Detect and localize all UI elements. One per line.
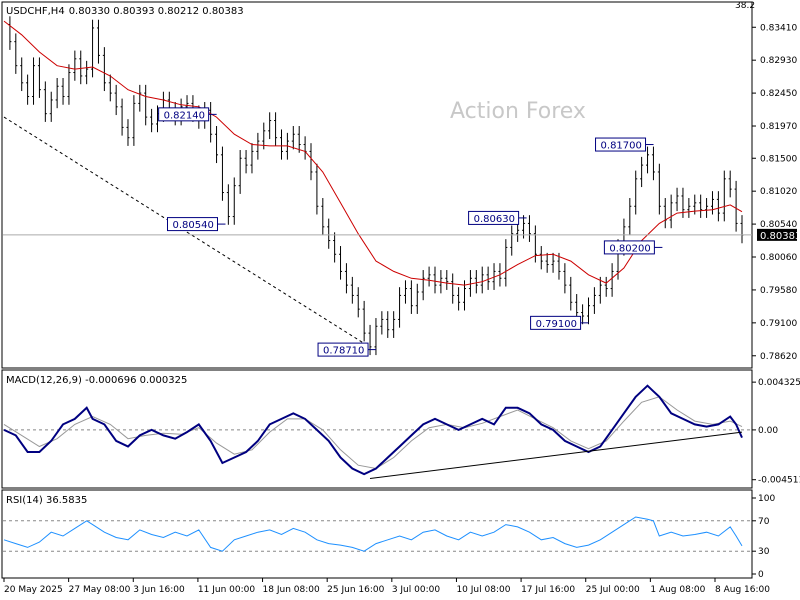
rsi-tick-label: 0 bbox=[758, 570, 764, 580]
price-tick-label: 0.82450 bbox=[760, 89, 797, 99]
annotation-box bbox=[158, 107, 210, 122]
macd-series bbox=[3, 384, 752, 479]
time-tick-label: 10 Jul 08:00 bbox=[456, 585, 510, 595]
macd-trendline bbox=[369, 431, 743, 479]
rsi-panel-frame bbox=[1, 489, 753, 579]
annotation-box bbox=[166, 217, 218, 232]
corner-label: 38.2 bbox=[735, 1, 755, 11]
time-axis: 20 May 2025 27 May 08:00 3 Jun 16:00 11 Jun… bbox=[3, 578, 770, 595]
time-tick-label: 25 Jul 00:00 bbox=[586, 585, 640, 595]
rsi-axis: 100 70 30 0 bbox=[752, 494, 775, 580]
annotation-label: 0.78710 bbox=[323, 346, 364, 357]
price-tick-label: 0.81020 bbox=[760, 187, 797, 197]
annotation-label: 0.80540 bbox=[172, 220, 213, 231]
annotation-label: 0.80630 bbox=[474, 214, 515, 225]
annotation-label: 0.82140 bbox=[164, 110, 205, 121]
price-tick-label: 0.83410 bbox=[760, 23, 797, 33]
macd-main-line bbox=[3, 384, 743, 476]
annotation-box bbox=[603, 240, 655, 255]
moving-average-line bbox=[3, 20, 743, 286]
macd-panel: MACD(12,26,9) -0.000696 0.000325 0.00432… bbox=[1, 369, 800, 489]
annotation-label: 0.81700 bbox=[601, 141, 642, 152]
time-tick-label: 17 Jul 16:00 bbox=[521, 585, 575, 595]
price-tick-label: 0.79580 bbox=[760, 286, 797, 296]
price-tick-label: 0.82930 bbox=[760, 56, 797, 66]
annotation-box bbox=[317, 342, 369, 357]
rsi-title: RSI(14) 36.5835 bbox=[6, 495, 87, 506]
time-tick-label: 8 Aug 16:00 bbox=[715, 585, 770, 595]
price-annotations: 0.82140 0.80540 0.78710 0.80630 0.79100 0.817… bbox=[158, 107, 663, 357]
price-series bbox=[3, 16, 752, 356]
time-tick-label: 25 Jun 16:00 bbox=[327, 585, 384, 595]
macd-panel-frame bbox=[1, 369, 753, 489]
price-axis: 0.83410 0.82930 0.82450 0.81970 0.81500 0.810… bbox=[752, 23, 797, 362]
macd-axis: 0.004325 0.00 -0.004511 bbox=[752, 378, 800, 486]
price-tick-label: 0.80060 bbox=[760, 253, 797, 263]
time-tick-label: 1 Aug 08:00 bbox=[650, 585, 705, 595]
time-tick-label: 3 Jun 16:00 bbox=[133, 585, 185, 595]
watermark: Action Forex bbox=[450, 99, 586, 124]
rsi-tick-label: 70 bbox=[758, 517, 770, 527]
current-price-marker: 0.80383 bbox=[757, 228, 800, 242]
rsi-series bbox=[3, 516, 752, 552]
time-tick-label: 20 May 2025 bbox=[4, 585, 63, 595]
price-tick-label: 0.79100 bbox=[760, 319, 797, 329]
rsi-line bbox=[3, 516, 743, 552]
symbol-label: USDCHF,H4 0.80330 0.80393 0.80212 0.80383 bbox=[6, 6, 244, 17]
annotation-box bbox=[530, 315, 582, 330]
rsi-panel: RSI(14) 36.5835 100 70 30 0 bbox=[1, 489, 775, 580]
rsi-tick-label: 100 bbox=[758, 494, 775, 504]
current-price-label: 0.80383 bbox=[760, 231, 800, 242]
time-tick-label: 27 May 08:00 bbox=[69, 585, 131, 595]
price-panel-frame bbox=[1, 1, 753, 369]
macd-title: MACD(12,26,9) -0.000696 0.000325 bbox=[6, 375, 187, 386]
time-tick-label: 11 Jun 00:00 bbox=[198, 585, 255, 595]
macd-tick-label: -0.004511 bbox=[758, 476, 800, 486]
price-tick-label: 0.80540 bbox=[760, 220, 797, 230]
current-price-box bbox=[757, 228, 797, 241]
time-tick-label: 3 Jul 00:00 bbox=[392, 585, 441, 595]
annotation-box bbox=[595, 137, 647, 152]
rsi-tick-label: 30 bbox=[758, 547, 770, 557]
macd-tick-label: 0.00 bbox=[758, 426, 778, 436]
annotation-box bbox=[468, 210, 520, 225]
price-tick-label: 0.81500 bbox=[760, 154, 797, 164]
annotation-label: 0.80200 bbox=[609, 243, 650, 254]
time-tick-label: 18 Jun 08:00 bbox=[263, 585, 320, 595]
annotation-label: 0.79100 bbox=[536, 319, 577, 330]
price-tick-label: 0.78620 bbox=[760, 352, 797, 362]
macd-tick-label: 0.004325 bbox=[758, 378, 800, 388]
price-panel: Action Forex USDCHF,H4 0.80330 0.80393 0.… bbox=[1, 1, 800, 369]
price-tick-label: 0.81970 bbox=[760, 122, 797, 132]
